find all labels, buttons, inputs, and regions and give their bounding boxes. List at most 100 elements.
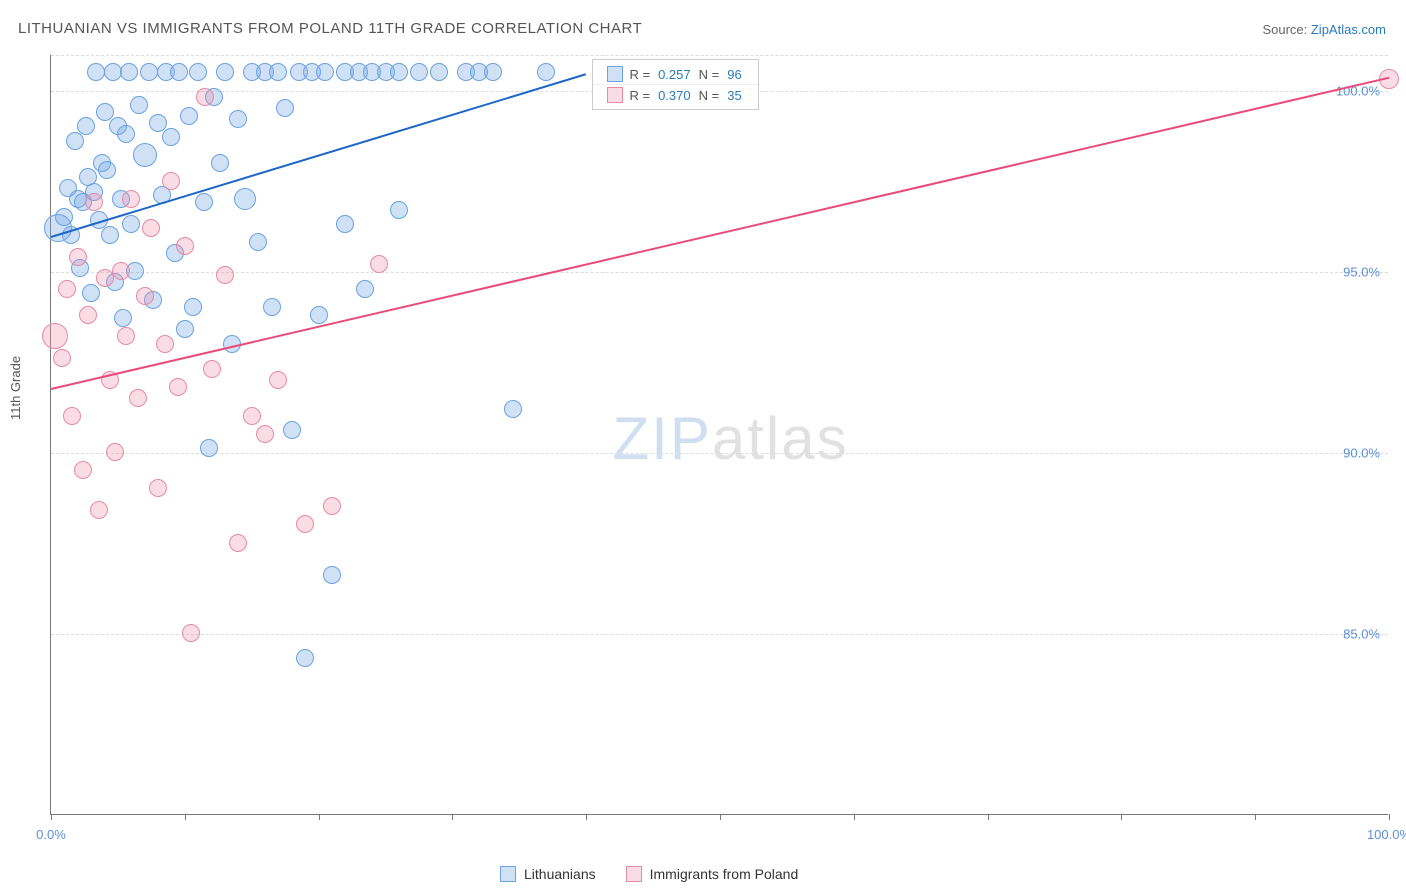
legend-swatch: [607, 66, 623, 82]
data-point: [53, 349, 71, 367]
data-point: [269, 371, 287, 389]
data-point: [156, 335, 174, 353]
data-point: [234, 188, 256, 210]
data-point: [170, 63, 188, 81]
data-point: [133, 143, 157, 167]
legend-swatch: [500, 866, 516, 882]
x-tick: [1389, 814, 1390, 820]
data-point: [390, 201, 408, 219]
chart-container: LITHUANIAN VS IMMIGRANTS FROM POLAND 11T…: [0, 0, 1406, 892]
data-point: [243, 407, 261, 425]
data-point: [140, 63, 158, 81]
y-tick-label: 90.0%: [1343, 446, 1380, 461]
data-point: [370, 255, 388, 273]
data-point: [98, 161, 116, 179]
data-point: [176, 320, 194, 338]
legend-item: Lithuanians: [500, 866, 596, 882]
source-link[interactable]: ZipAtlas.com: [1311, 22, 1386, 37]
data-point: [203, 360, 221, 378]
source-attribution: Source: ZipAtlas.com: [1262, 22, 1386, 37]
x-tick: [720, 814, 721, 820]
legend-item: Immigrants from Poland: [626, 866, 799, 882]
data-point: [42, 323, 68, 349]
data-point: [316, 63, 334, 81]
data-point: [117, 327, 135, 345]
data-point: [106, 443, 124, 461]
data-point: [162, 172, 180, 190]
legend-r-label: R =: [629, 88, 650, 103]
data-point: [430, 63, 448, 81]
legend-n-value: 96: [727, 67, 741, 82]
x-tick: [452, 814, 453, 820]
data-point: [504, 400, 522, 418]
x-tick-label: 0.0%: [36, 827, 66, 842]
gridline-h: [51, 55, 1388, 56]
data-point: [229, 534, 247, 552]
legend-stats-box: R = 0.257 N = 96R = 0.370 N = 35: [592, 59, 758, 110]
legend-swatch: [626, 866, 642, 882]
data-point: [263, 298, 281, 316]
watermark-zip: ZIP: [613, 405, 712, 472]
legend-n-label: N =: [699, 67, 720, 82]
data-point: [249, 233, 267, 251]
data-point: [77, 117, 95, 135]
legend-label: Lithuanians: [524, 866, 596, 882]
data-point: [136, 287, 154, 305]
data-point: [120, 63, 138, 81]
legend-r-label: R =: [629, 67, 650, 82]
data-point: [296, 515, 314, 533]
data-point: [122, 190, 140, 208]
watermark: ZIPatlas: [613, 404, 849, 473]
data-point: [117, 125, 135, 143]
legend-label: Immigrants from Poland: [650, 866, 799, 882]
data-point: [63, 407, 81, 425]
gridline-h: [51, 453, 1388, 454]
data-point: [79, 306, 97, 324]
chart-title: LITHUANIAN VS IMMIGRANTS FROM POLAND 11T…: [18, 20, 642, 37]
x-tick: [51, 814, 52, 820]
data-point: [74, 461, 92, 479]
legend-bottom: Lithuanians Immigrants from Poland: [500, 866, 798, 882]
data-point: [149, 114, 167, 132]
data-point: [85, 193, 103, 211]
data-point: [122, 215, 140, 233]
data-point: [180, 107, 198, 125]
data-point: [195, 193, 213, 211]
x-tick: [319, 814, 320, 820]
data-point: [537, 63, 555, 81]
legend-swatch: [607, 87, 623, 103]
x-tick-label: 100.0%: [1367, 827, 1406, 842]
legend-stats-row: R = 0.370 N = 35: [593, 84, 757, 105]
data-point: [90, 501, 108, 519]
data-point: [216, 63, 234, 81]
data-point: [184, 298, 202, 316]
y-tick-label: 85.0%: [1343, 627, 1380, 642]
data-point: [55, 208, 73, 226]
x-tick: [586, 814, 587, 820]
trend-line: [51, 73, 587, 238]
legend-n-label: N =: [699, 88, 720, 103]
data-point: [216, 266, 234, 284]
legend-stats-row: R = 0.257 N = 96: [593, 64, 757, 84]
legend-r-value: 0.257: [658, 67, 691, 82]
data-point: [82, 284, 100, 302]
x-tick: [988, 814, 989, 820]
data-point: [129, 389, 147, 407]
data-point: [269, 63, 287, 81]
data-point: [310, 306, 328, 324]
data-point: [182, 624, 200, 642]
x-tick: [854, 814, 855, 820]
trend-line: [51, 77, 1389, 390]
data-point: [149, 479, 167, 497]
y-tick-label: 95.0%: [1343, 265, 1380, 280]
data-point: [189, 63, 207, 81]
data-point: [410, 63, 428, 81]
data-point: [484, 63, 502, 81]
data-point: [336, 215, 354, 233]
plot-area: ZIPatlas 85.0%90.0%95.0%100.0%0.0%100.0%…: [50, 55, 1388, 815]
data-point: [96, 103, 114, 121]
data-point: [176, 237, 194, 255]
data-point: [69, 248, 87, 266]
data-point: [169, 378, 187, 396]
legend-n-value: 35: [727, 88, 741, 103]
